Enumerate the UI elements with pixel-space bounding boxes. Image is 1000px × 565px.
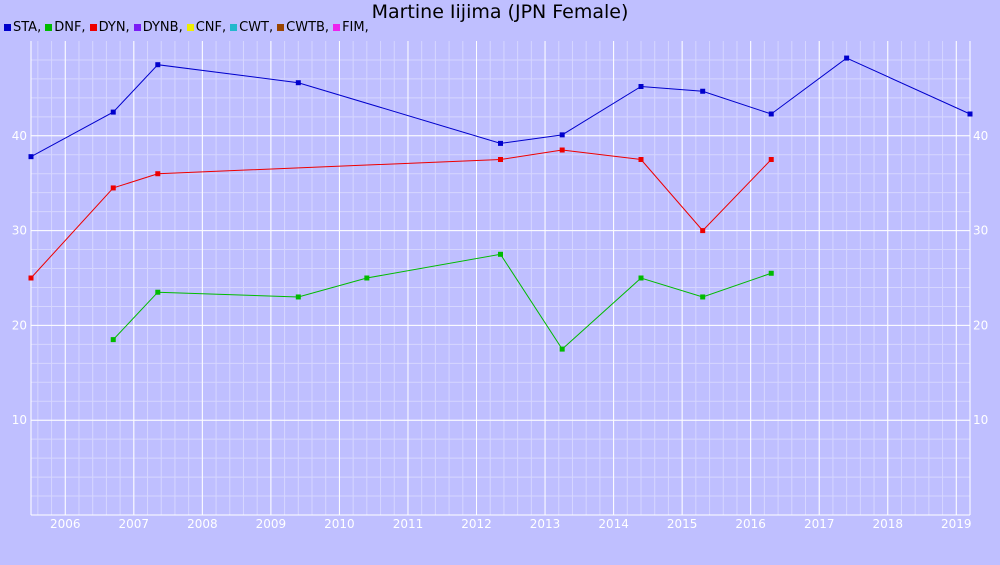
x-tick-label: 2009: [256, 517, 287, 531]
x-tick-label: 2010: [324, 517, 355, 531]
x-tick-label: 2011: [393, 517, 424, 531]
data-point-dnf: [155, 289, 161, 295]
data-point-dyn: [498, 157, 503, 162]
data-point-sta: [700, 88, 706, 94]
data-point-sta: [967, 111, 973, 117]
legend-label: CNF,: [195, 20, 227, 35]
legend-swatch: [4, 24, 11, 31]
y-tick-label-left: 30: [12, 224, 27, 238]
legend-swatch: [133, 24, 141, 31]
data-point-sta: [559, 132, 565, 138]
x-tick-label: 2019: [941, 517, 972, 531]
x-tick-label: 2015: [667, 517, 698, 531]
data-point-dyn: [110, 185, 116, 191]
legend-label: CWTB,: [286, 20, 330, 35]
x-tick-label: 2012: [461, 517, 492, 531]
y-tick-label-right: 20: [973, 318, 988, 332]
chart-title: Martine Iijima (JPN Female): [371, 1, 629, 23]
legend-item: FIM,: [333, 20, 369, 35]
x-tick-label: 2008: [187, 517, 218, 531]
data-point-dnf: [295, 294, 301, 300]
data-point-sta: [295, 80, 301, 86]
legend-swatch: [230, 24, 238, 31]
y-tick-label-left: 40: [12, 129, 27, 143]
legend-item: CWTB,: [277, 20, 329, 35]
data-point-dnf: [638, 275, 644, 281]
legend-item: STA,: [4, 20, 41, 35]
x-tick-label: 2006: [50, 517, 81, 531]
data-point-sta: [768, 111, 774, 117]
legend-swatch: [277, 24, 285, 31]
x-tick-label: 2018: [872, 517, 903, 531]
legend-item: DYN,: [89, 20, 130, 35]
x-tick-label: 2016: [735, 517, 766, 531]
x-tick-label: 2007: [119, 517, 150, 531]
data-point-sta: [155, 62, 161, 68]
legend-label: DYNB,: [142, 20, 183, 35]
legend-label: DNF,: [54, 20, 86, 35]
data-point-dnf: [768, 270, 774, 276]
y-tick-label-right: 30: [973, 224, 988, 238]
legend-label: STA,: [13, 20, 42, 35]
data-point-sta: [638, 84, 644, 90]
legend-item: CNF,: [186, 20, 227, 35]
y-tick-label-right: 10: [973, 413, 988, 427]
data-point-dyn: [559, 147, 565, 153]
legend-label: DYN,: [98, 20, 130, 35]
y-tick-label-left: 20: [12, 318, 27, 332]
data-point-sta: [28, 154, 34, 160]
legend-swatch: [89, 24, 97, 31]
legend-item: CWT,: [230, 20, 273, 35]
y-tick-label-left: 10: [12, 413, 27, 427]
data-point-dyn: [28, 275, 34, 281]
data-point-dyn: [768, 157, 774, 162]
legend-swatch: [186, 24, 194, 31]
y-tick-label-right: 40: [973, 129, 988, 143]
data-point-dyn: [700, 228, 706, 234]
data-point-dnf: [498, 251, 503, 257]
legend-item: DNF,: [45, 20, 86, 35]
legend-label: CWT,: [239, 20, 274, 35]
legend: STA, DNF, DYN, DYNB, CNF, CWT, CWTB, FIM,: [4, 20, 373, 35]
data-point-sta: [844, 55, 850, 61]
x-tick-label: 2013: [530, 517, 561, 531]
data-point-dnf: [364, 275, 370, 281]
data-point-dnf: [110, 337, 116, 343]
legend-item: DYNB,: [133, 20, 183, 35]
legend-swatch: [333, 24, 341, 31]
data-point-sta: [498, 140, 503, 146]
legend-label: FIM,: [342, 20, 369, 35]
data-point-dnf: [700, 294, 706, 300]
data-point-dyn: [638, 157, 644, 162]
x-tick-label: 2017: [804, 517, 835, 531]
data-point-dyn: [155, 171, 161, 177]
data-point-dnf: [559, 346, 565, 352]
x-tick-label: 2014: [598, 517, 629, 531]
data-point-sta: [110, 109, 116, 115]
legend-swatch: [45, 24, 53, 31]
series-line-dyn: [30, 149, 772, 279]
